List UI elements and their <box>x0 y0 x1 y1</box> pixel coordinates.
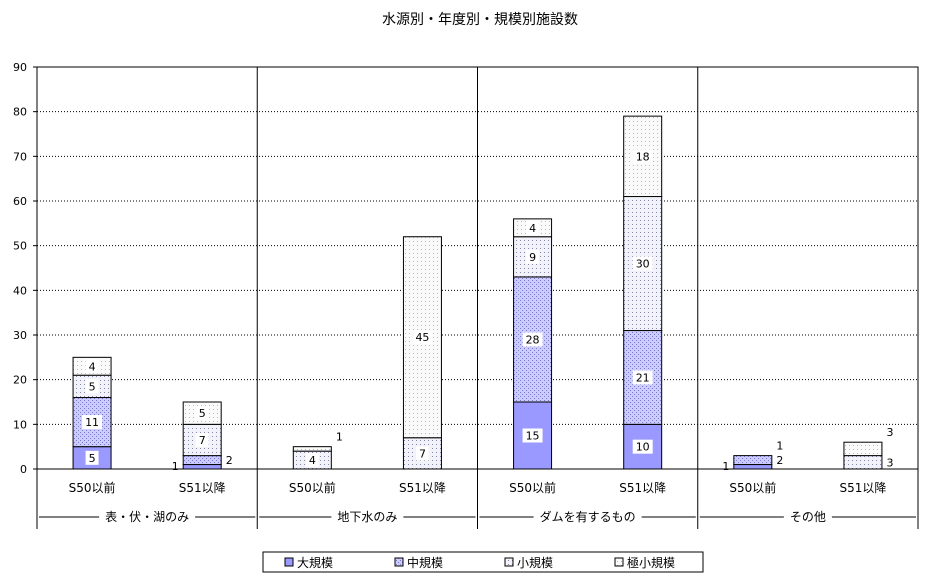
data-label-box <box>632 439 653 454</box>
data-label: 3 <box>886 426 893 439</box>
data-label-box <box>526 220 540 235</box>
legend-label: 小規模 <box>517 555 553 570</box>
data-label: 7 <box>419 447 426 460</box>
x-tick-label: S51以降 <box>839 481 886 495</box>
data-label: 10 <box>636 441 650 454</box>
y-tick-label: 0 <box>20 463 27 476</box>
legend-swatch <box>394 557 404 567</box>
data-label-box <box>195 406 209 421</box>
legend-label: 中規模 <box>407 555 443 570</box>
data-label: 5 <box>89 452 96 465</box>
y-tick-label: 70 <box>13 150 27 163</box>
data-label: 1 <box>722 460 729 473</box>
data-label-box <box>85 359 99 374</box>
x-tick-label: S50以前 <box>289 480 336 495</box>
x-tick-label: S51以降 <box>619 481 666 495</box>
data-label-box <box>632 256 653 271</box>
data-label: 9 <box>529 251 536 264</box>
data-label-box <box>632 149 653 164</box>
y-tick-label: 20 <box>13 374 27 387</box>
bar-segment <box>182 455 222 466</box>
y-tick-label: 30 <box>13 329 27 342</box>
bar-segment <box>733 455 773 466</box>
data-label-box <box>305 453 319 468</box>
group-label: その他 <box>790 510 826 524</box>
x-tick-label: S51以降 <box>399 481 446 495</box>
data-label: 1 <box>172 460 179 473</box>
legend-label: 極小規模 <box>627 555 675 570</box>
y-tick-label: 40 <box>13 284 27 297</box>
bar-segment <box>843 455 883 470</box>
data-label: 18 <box>636 150 650 163</box>
data-label-box <box>415 446 429 461</box>
y-tick-label: 80 <box>13 106 27 119</box>
data-label: 11 <box>85 416 99 429</box>
x-tick-label: S50以前 <box>509 480 556 495</box>
data-label-box <box>85 379 99 394</box>
group-label: ダムを有するもの <box>540 509 636 524</box>
axes: 0 10 20 30 40 50 60 70 80 90 S50以前 S51以降 S50以前 S51以降 S… <box>13 61 919 529</box>
data-label: 15 <box>526 430 540 443</box>
y-tick-label: 90 <box>13 61 27 74</box>
bar-segment <box>843 441 883 457</box>
bar-segment <box>733 464 773 470</box>
data-label: 5 <box>199 407 206 420</box>
data-label: 21 <box>636 371 650 384</box>
data-label: 2 <box>776 454 783 467</box>
bar-segment <box>292 446 332 452</box>
data-label: 3 <box>886 456 893 469</box>
data-label-box <box>82 415 103 430</box>
x-tick-label: S50以前 <box>69 480 116 495</box>
data-label: 5 <box>89 380 96 393</box>
legend-swatch <box>614 557 624 567</box>
x-tick-label: S50以前 <box>729 480 776 495</box>
data-label: 45 <box>415 331 429 344</box>
group-label: 表・伏・湖のみ <box>105 509 189 524</box>
chart-title: 水源別・年度別・規模別施設数 <box>382 12 578 28</box>
legend-swatch <box>284 557 294 567</box>
x-tick-label: S51以降 <box>179 481 226 495</box>
data-label: 7 <box>199 434 206 447</box>
data-label-box <box>632 370 653 385</box>
data-label: 28 <box>526 333 540 346</box>
data-label-box <box>522 332 543 347</box>
legend-swatch <box>504 557 514 567</box>
data-label: 2 <box>226 454 233 467</box>
data-label: 30 <box>636 258 650 271</box>
y-tick-label: 50 <box>13 240 27 253</box>
legend: 大規模 中規模 小規模 極小規模 <box>262 551 704 573</box>
data-label-box <box>522 428 543 443</box>
data-label: 4 <box>309 454 316 467</box>
group-label: 地下水のみ <box>337 510 397 524</box>
legend-box <box>262 551 704 573</box>
data-label-box <box>85 450 99 465</box>
data-label-box <box>195 432 209 447</box>
y-tick-label: 10 <box>13 418 27 431</box>
y-tick-label: 60 <box>13 195 27 208</box>
data-label: 1 <box>336 431 343 444</box>
bar-segment <box>182 464 222 470</box>
data-label: 1 <box>776 440 783 453</box>
data-label-box <box>526 249 540 264</box>
data-label: 4 <box>529 222 536 235</box>
data-label: 4 <box>89 360 96 373</box>
legend-label: 大規模 <box>297 555 333 570</box>
data-label-box <box>412 330 433 345</box>
